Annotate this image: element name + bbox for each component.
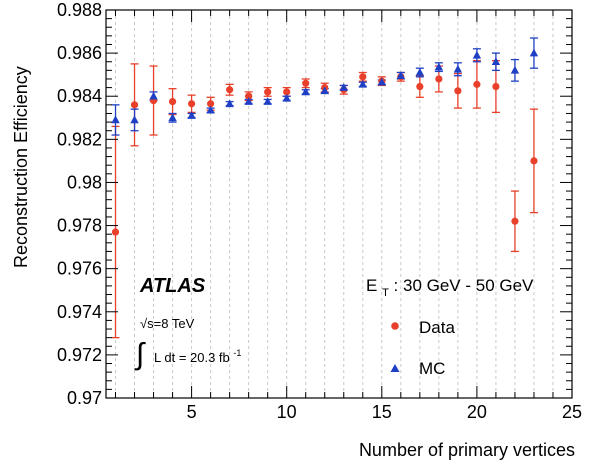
x-tick-label: 15 [372,402,392,422]
y-axis-title: Reconstruction Efficiency [11,66,31,268]
energy-label: √s=8 TeV [140,316,195,331]
mc-point [529,48,539,57]
plot-frame [105,9,573,399]
data-point [454,87,462,95]
y-tick-label: 0.98 [67,172,102,192]
mc-point [415,68,425,76]
y-tick-label: 0.976 [57,259,102,279]
y-tick-label: 0.986 [57,43,102,63]
mc-point [472,50,482,59]
lumi-label: L dt = 20.3 fb -1 [154,348,241,365]
y-tick-label: 0.984 [57,86,102,106]
data-point [492,82,500,91]
data-point [435,75,443,83]
data-point [168,98,177,106]
mc-point [510,65,520,74]
data-point [283,88,291,96]
lumi-integral: ∫ [134,338,146,371]
atlas-label: ATLAS [139,275,206,297]
data-point [416,82,424,91]
legend: Data MC [390,318,455,378]
mc-point [187,111,196,119]
et-symbol: E [366,276,377,295]
mc-point [225,99,234,108]
x-tick-label: 20 [467,402,487,422]
y-tick-label: 0.978 [57,216,102,236]
data-point [359,73,367,81]
mc-point [396,71,406,80]
lumi-exponent: -1 [233,348,241,358]
tick-labels: 5 10 15 20 25 0.97 0.972 0.974 0.976 0.978 0.98 0.9… [57,0,582,422]
y-tick-label: 0.988 [57,0,102,20]
data-point [511,217,519,225]
data-point [473,80,481,88]
x-axis-title: Number of primary vertices [359,440,575,460]
lumi-text: L dt = 20.3 fb [154,350,230,365]
data-point [226,86,234,94]
data-point [111,228,120,236]
mc-point [301,87,310,96]
mc-point [491,57,501,66]
mc-point [377,77,386,86]
mc-point [358,79,367,88]
mc-point [453,64,463,73]
data-point [302,79,310,87]
data-point [187,100,196,108]
mc-point [149,91,158,100]
y-tick-label: 0.972 [57,345,102,365]
data-point [207,100,215,108]
mc-point [168,113,177,122]
x-tick-label: 5 [187,402,197,422]
et-subscript: T [382,287,389,299]
mc-point [434,62,444,71]
y-tick-label: 0.974 [57,302,102,322]
data-point [530,157,538,165]
y-tick-label: 0.982 [57,129,102,149]
et-range-label: E T : 30 GeV - 50 GeV [366,276,534,300]
x-tick-label: 25 [562,402,582,422]
legend-marker-mc [390,364,400,372]
data-point [264,88,272,96]
mc-point [339,83,348,91]
legend-marker-data [391,322,399,330]
legend-label-mc: MC [419,359,445,378]
mc-point [206,105,215,114]
axis-ticks [106,9,572,399]
data-point [245,92,253,100]
et-range: : 30 GeV - 50 GeV [394,276,535,295]
y-tick-label: 0.97 [67,388,102,408]
mc-point [244,97,253,105]
legend-label-data: Data [419,318,455,337]
vertical-grid [115,10,554,398]
x-tick-label: 10 [277,402,297,422]
data-point [130,101,139,109]
mc-point [111,115,120,124]
mc-point [282,93,291,102]
mc-point [130,115,139,124]
data-markers [111,48,539,236]
mc-point [320,86,329,95]
mc-point [263,97,272,105]
